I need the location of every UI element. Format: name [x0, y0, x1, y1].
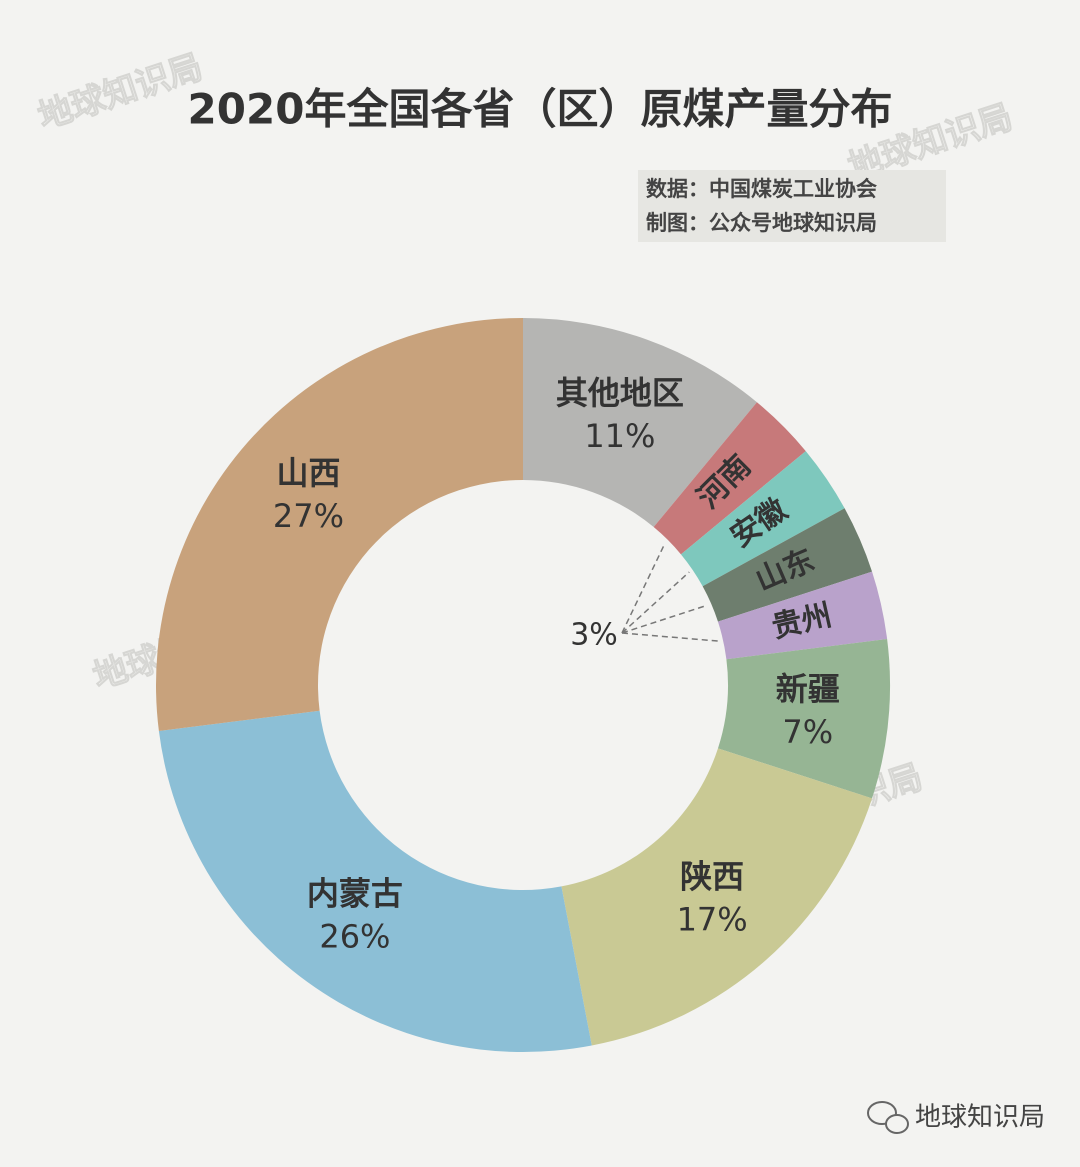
slice-label: 山西 — [276, 454, 340, 492]
annotation: 3% — [570, 618, 618, 653]
donut-slice — [702, 508, 873, 622]
donut-slice — [158, 710, 592, 1052]
credit: 制图：公众号地球知识局 — [646, 211, 877, 235]
donut-slice — [653, 402, 806, 555]
leader-line — [621, 632, 720, 642]
slice-value-label: 27% — [273, 497, 344, 535]
donut-slice — [155, 318, 523, 731]
donut-slice — [523, 318, 757, 528]
slice-label: 内蒙古 — [307, 874, 403, 912]
leader-line — [621, 571, 690, 634]
leader-line — [621, 604, 708, 634]
chart-title: 2020年全国各省（区）原煤产量分布 — [188, 85, 893, 134]
footer: 地球知识局 — [915, 1103, 1045, 1133]
slice-value-label: 26% — [319, 917, 390, 955]
leader-line — [621, 542, 666, 634]
donut-slice — [717, 639, 890, 799]
slice-value-label: 7% — [782, 713, 833, 751]
slice-value-label: 17% — [677, 901, 748, 939]
source: 数据：中国煤炭工业协会 — [646, 177, 877, 201]
donut-slice — [717, 571, 888, 660]
slice-value-label: 11% — [584, 417, 655, 455]
donut-slice — [561, 748, 873, 1046]
source-box — [638, 170, 946, 242]
slice-label: 新疆 — [776, 670, 840, 708]
wechat-icon — [867, 1101, 909, 1134]
slice-label: 陕西 — [680, 858, 744, 896]
slice-label: 其他地区 — [556, 374, 684, 412]
donut-slice — [680, 451, 845, 587]
